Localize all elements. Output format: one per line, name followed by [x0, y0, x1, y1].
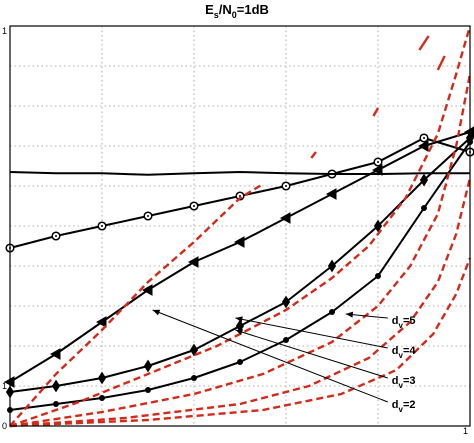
series-line-9 [9, 257, 472, 428]
series-3-point-6 [283, 337, 289, 343]
red-fragment-3 [310, 151, 317, 159]
chart-title-base: E [205, 2, 214, 17]
x-tick-label-0: 1 [463, 426, 468, 436]
chart-title-tail: =1dB [237, 2, 269, 17]
y-tick-label-2: 1 [2, 26, 7, 36]
series-0-point-1-center [55, 235, 57, 237]
series-2-point-6 [281, 295, 291, 309]
series-3-point-4 [191, 375, 197, 381]
series-0-point-4-center [193, 205, 195, 207]
series-1-point-2 [95, 316, 107, 328]
series-2-point-4 [189, 343, 199, 357]
red-fragment-1 [436, 55, 446, 71]
series-1-point-8 [371, 164, 383, 176]
series-2-point-1 [51, 379, 61, 393]
chart-title-sub1: s [214, 10, 219, 20]
series-line-7 [9, 73, 472, 428]
series-line-8 [9, 177, 472, 428]
annotation-label-3: dv=2 [392, 399, 416, 414]
grid [10, 26, 470, 426]
annotation-arrow-3 [152, 309, 388, 403]
annotation-arrowhead-3 [152, 309, 161, 316]
series-3-point-7 [329, 309, 335, 315]
series-3-point-8 [375, 273, 381, 279]
series-2-point-7 [327, 259, 337, 273]
series-3-point-9 [421, 205, 427, 211]
annotation-label-1: dv=4 [392, 345, 417, 360]
annotations: dv=5dv=4dv=3dv=2 [152, 309, 417, 414]
series-1-point-9 [417, 140, 429, 152]
chart-title: Es/N0=1dB [205, 2, 269, 20]
y-tick-label-0: 0 [2, 421, 7, 431]
annotation-label-0: dv=5 [392, 315, 416, 330]
annotation-arrow-2 [235, 329, 388, 379]
series-3-point-3 [145, 387, 151, 393]
annotation-label-0-sub: v [399, 321, 404, 330]
series-0-point-6-center [285, 185, 287, 187]
annotation-arrow-0 [345, 313, 388, 319]
series-2-point-9 [419, 173, 429, 187]
annotation-label-0-base: d [392, 315, 399, 327]
series-1-point-1 [49, 348, 61, 360]
annotation-label-3-tail: =2 [403, 399, 416, 411]
annotation-label-2-tail: =3 [403, 375, 416, 387]
annotation-arrow-1 [235, 317, 388, 349]
annotation-label-3-sub: v [399, 405, 404, 414]
series-2-point-2 [97, 371, 107, 385]
annotation-label-3-base: d [392, 399, 399, 411]
series-0-point-3-center [147, 215, 149, 217]
red-fragment-0 [418, 35, 430, 51]
series-2-point-8 [373, 219, 383, 233]
annotation-arrowhead-1 [235, 316, 243, 323]
series-3-point-5 [237, 359, 243, 365]
series-3-point-2 [99, 395, 105, 401]
red-fragment-2 [372, 107, 380, 117]
series-2-point-3 [143, 359, 153, 373]
annotation-label-1-sub: v [399, 351, 404, 360]
annotation-arrowhead-0 [345, 311, 354, 318]
annotation-label-0-tail: =5 [403, 315, 416, 327]
series-1-point-4 [187, 256, 199, 268]
series-1-point-7 [325, 188, 337, 200]
annotation-label-1-tail: =4 [403, 345, 416, 357]
annotation-label-2-sub: v [399, 381, 404, 390]
y-tick-label-1: 1 [2, 381, 7, 391]
series-1-point-3 [141, 284, 153, 296]
tick-labels: 0 1 1 1 [2, 26, 468, 436]
annotation-label-2-base: d [392, 375, 399, 387]
series-0-point-2-center [101, 225, 103, 227]
series-1-point-5 [233, 236, 245, 248]
series-line-6 [9, 25, 472, 428]
annotation-arrowhead-2 [235, 329, 243, 335]
series-0-point-8-center [377, 161, 379, 163]
series-1-point-6 [279, 212, 291, 224]
annotation-label-1-base: d [392, 345, 399, 357]
annotation-label-2: dv=3 [392, 375, 416, 390]
chart-title-sub2: 0 [232, 10, 237, 20]
series-line-5 [9, 182, 264, 427]
series-3-point-1 [53, 401, 59, 407]
chart-title-slash: /N [219, 2, 232, 17]
series-0-point-9-center [423, 137, 425, 139]
series-layer [3, 25, 474, 428]
plot-frame [9, 25, 471, 427]
series-line-4 [9, 171, 470, 176]
